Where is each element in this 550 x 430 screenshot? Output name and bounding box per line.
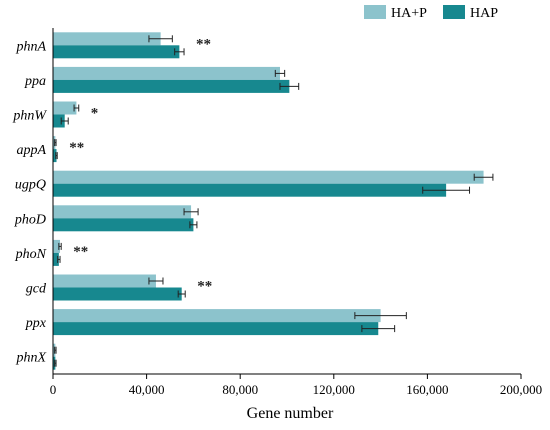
category-label-phnW: phnW	[12, 109, 47, 124]
legend-swatch-ha-p	[364, 5, 386, 19]
significance-marker-phnW: *	[91, 106, 99, 122]
bar-phoN-series-1	[53, 252, 59, 266]
significance-marker-gcd: **	[197, 279, 212, 295]
bar-ugpQ-series-1	[53, 183, 447, 197]
legend: HA+P HAP	[364, 5, 498, 21]
bar-phnA-series-0	[53, 32, 161, 46]
bar-gcd-series-0	[53, 274, 156, 288]
bar-appA-series-1	[53, 149, 57, 163]
x-tick-label-5: 200,000	[500, 382, 542, 397]
bar-ugpQ-series-0	[53, 170, 484, 184]
bar-phoD-series-1	[53, 218, 194, 232]
significance-marker-appA: **	[69, 140, 84, 156]
category-label-appA: appA	[16, 143, 46, 158]
bar-ppx-series-0	[53, 309, 381, 323]
x-tick-label-4: 160,000	[406, 382, 448, 397]
category-label-ppa: ppa	[24, 74, 46, 89]
plot-area: phnA ** ppa phnW * appA ** ugpQ phoD phoN ** gcd ** p…	[12, 28, 542, 397]
significance-marker-phoN: **	[73, 244, 88, 260]
category-label-phoD: phoD	[14, 212, 46, 227]
category-label-ugpQ: ugpQ	[15, 178, 46, 193]
x-tick-label-0: 0	[50, 382, 57, 397]
bar-phnA-series-1	[53, 45, 180, 59]
bar-ppx-series-1	[53, 322, 379, 336]
category-label-ppx: ppx	[25, 316, 47, 331]
bar-phnW-series-1	[53, 114, 65, 128]
bar-gcd-series-1	[53, 287, 182, 301]
x-tick-label-3: 120,000	[313, 382, 355, 397]
x-tick-label-1: 40,000	[129, 382, 165, 397]
category-label-phnA: phnA	[15, 39, 46, 54]
legend-label-ha-p: HA+P	[391, 6, 427, 21]
x-axis-label: Gene number	[247, 405, 334, 422]
legend-label-hap: HAP	[470, 6, 498, 21]
x-tick-label-2: 80,000	[222, 382, 258, 397]
significance-marker-phnA: **	[196, 36, 211, 52]
bar-phoD-series-0	[53, 205, 192, 219]
legend-swatch-hap	[443, 5, 465, 19]
category-label-phoN: phoN	[15, 247, 47, 262]
bar-phoN-series-0	[53, 239, 61, 253]
bar-ppa-series-1	[53, 79, 290, 93]
bar-phnW-series-0	[53, 101, 77, 115]
category-label-phnX: phnX	[15, 351, 46, 366]
bar-ppa-series-0	[53, 66, 280, 80]
category-label-gcd: gcd	[26, 282, 47, 297]
